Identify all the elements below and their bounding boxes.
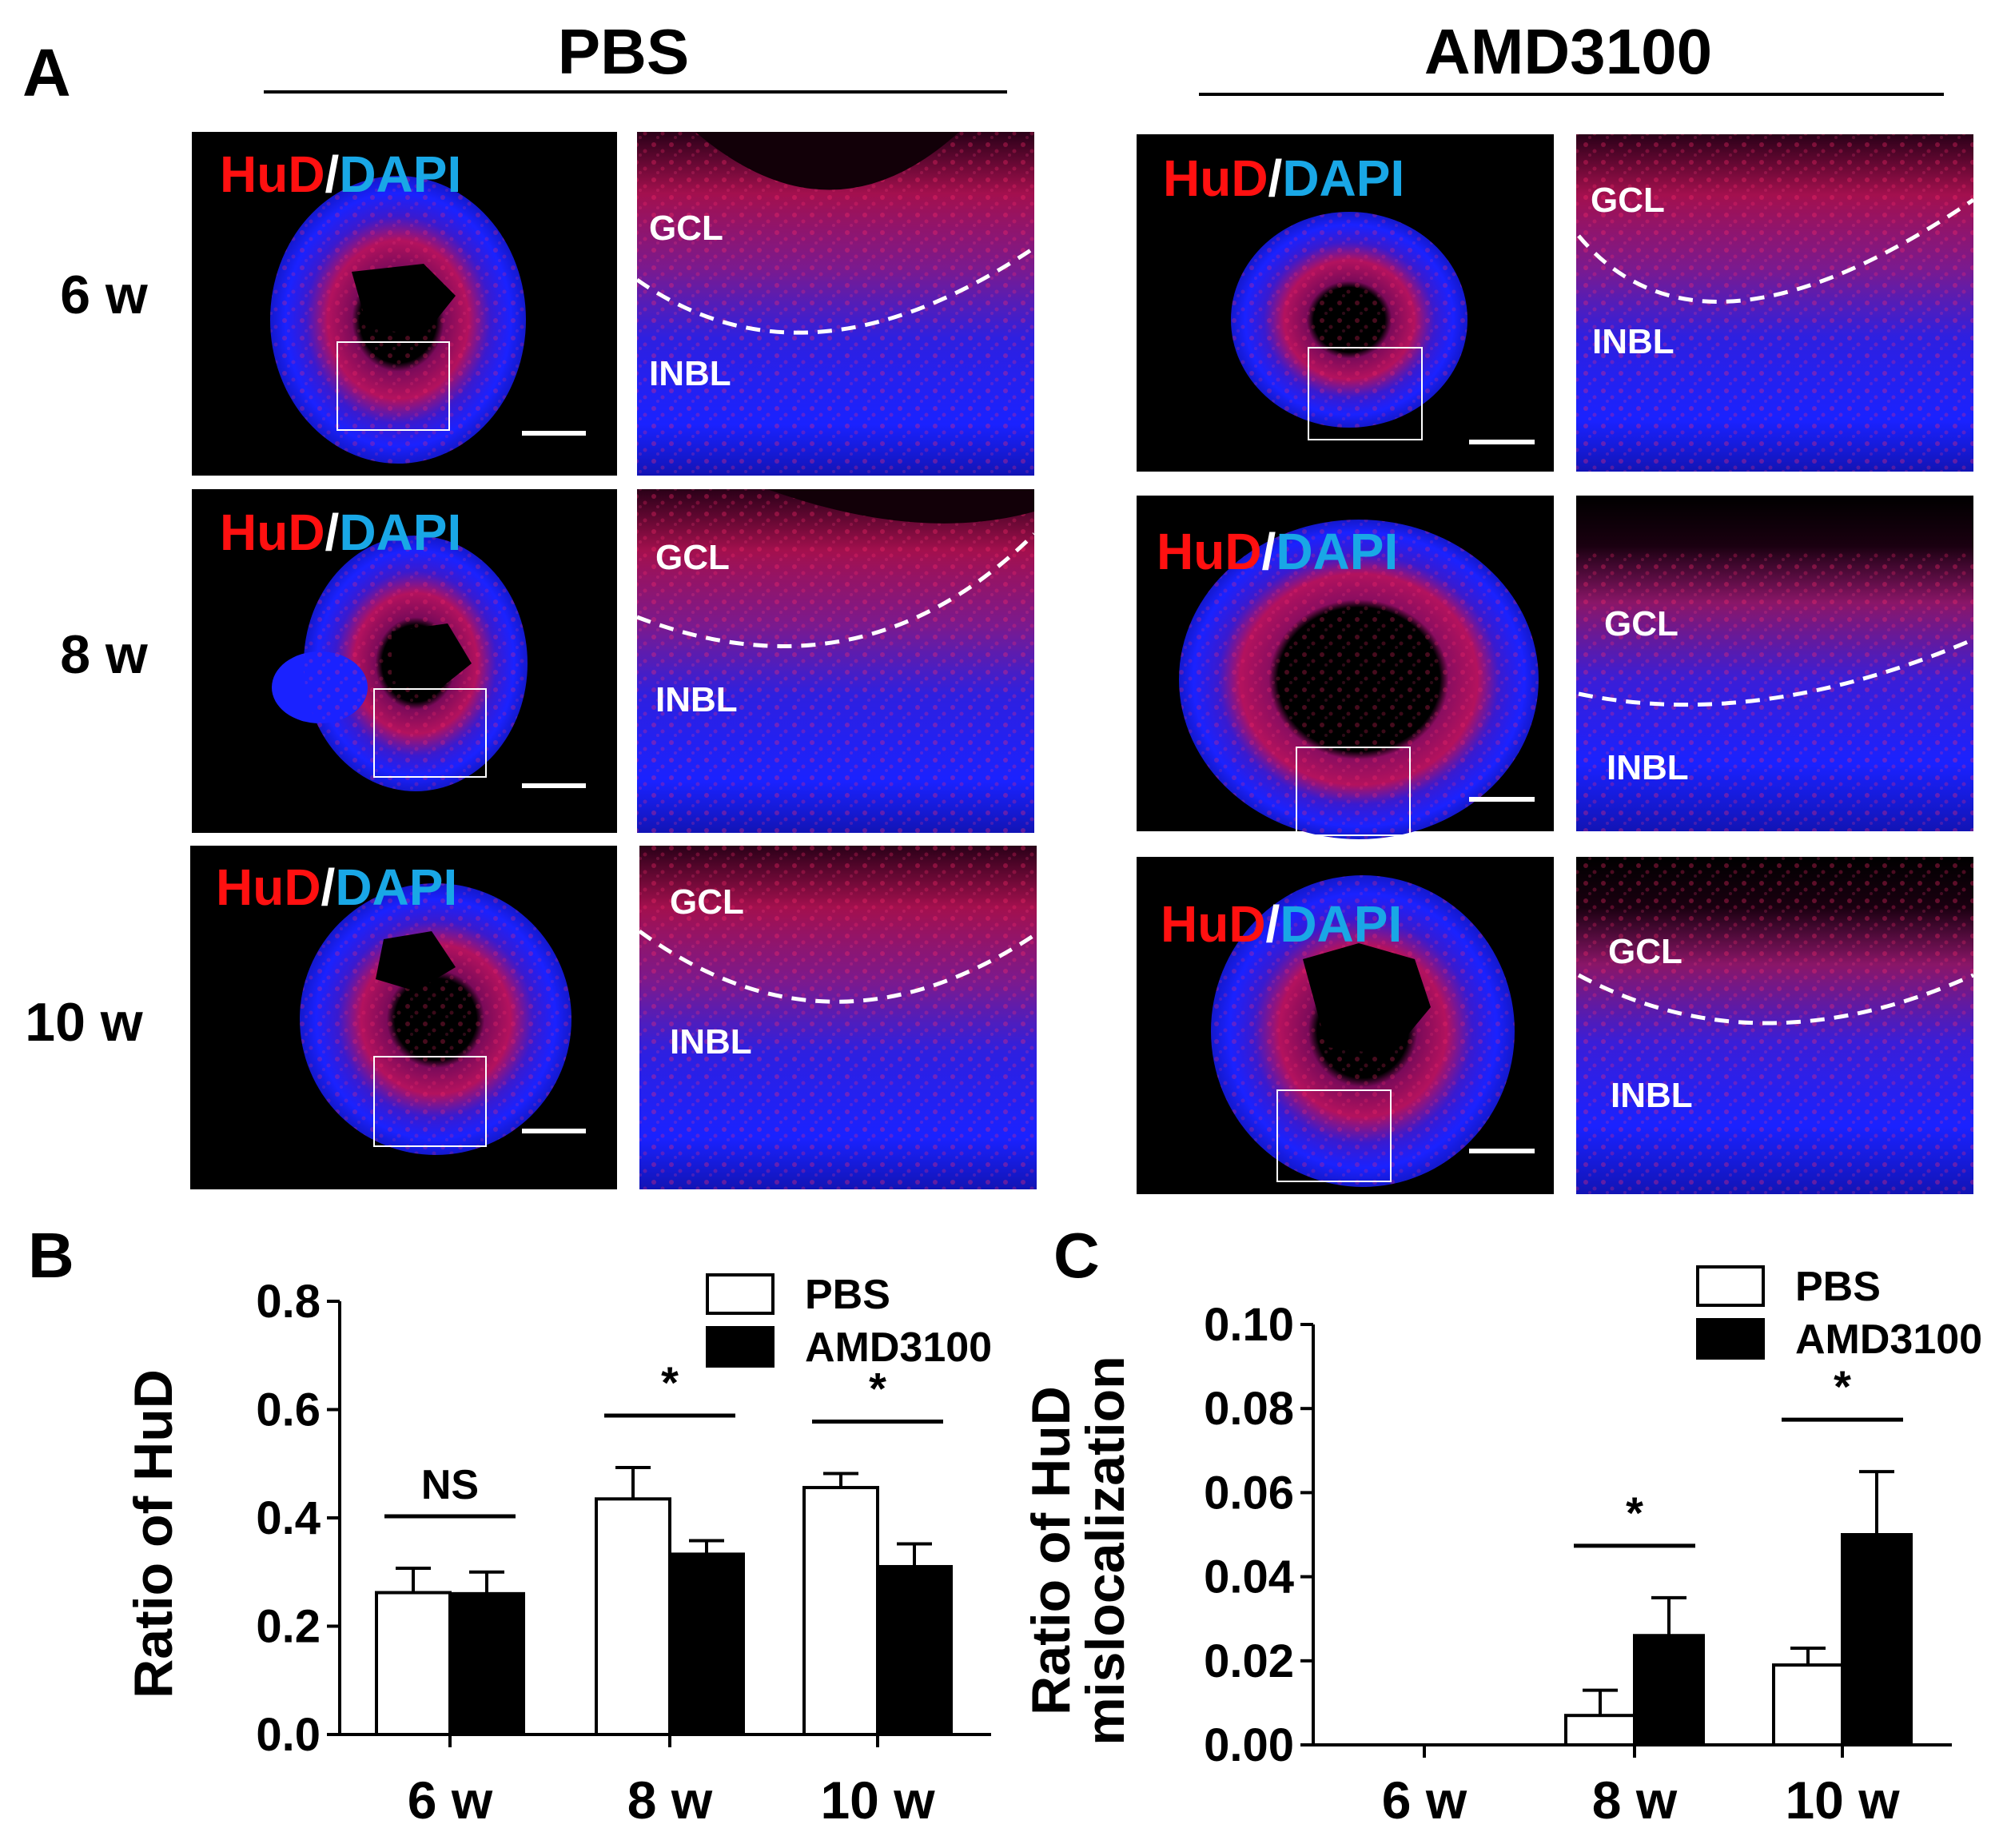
x-tick-label: 8 w: [627, 1770, 713, 1830]
micrograph-pbs-6w: HuD/DAPI: [192, 132, 617, 476]
legend-label: PBS: [805, 1272, 890, 1318]
bar-amd3100: [1633, 1634, 1705, 1746]
group-title-amd3100: AMD3100: [1424, 16, 1712, 87]
x-tick-label: 6 w: [408, 1770, 493, 1830]
bar-pbs: [802, 1486, 879, 1737]
svg-text:GCL: GCL: [655, 538, 730, 577]
svg-text:HuD/DAPI: HuD/DAPI: [220, 504, 461, 561]
panel-a-letter: A: [22, 35, 71, 110]
legend-swatch: [1696, 1265, 1765, 1307]
y-axis-label: mislocalization: [1075, 1356, 1136, 1745]
bar-amd3100: [1841, 1533, 1913, 1746]
y-tick-label: 0.06: [1204, 1467, 1294, 1519]
svg-text:HuD/DAPI: HuD/DAPI: [1161, 895, 1402, 953]
row-label-10w: 10 w: [25, 992, 144, 1053]
legend-swatch: [1696, 1318, 1765, 1360]
x-tick-label: 10 w: [820, 1770, 935, 1830]
legend-label: AMD3100: [1795, 1316, 1982, 1363]
significance-label: *: [661, 1357, 679, 1408]
y-tick-label: 0.08: [1204, 1383, 1294, 1435]
layer-label-inbl: INBL: [649, 354, 731, 393]
panel-b-letter: B: [28, 1220, 74, 1291]
legend-swatch: [706, 1273, 775, 1315]
bar-pbs: [595, 1497, 671, 1736]
y-tick-label: 0.02: [1204, 1635, 1294, 1687]
y-axis-label: Ratio of HuD: [1021, 1386, 1081, 1715]
bar-pbs: [375, 1591, 452, 1736]
zoom-pbs-8w: GCL INBL: [636, 489, 1036, 833]
svg-text:GCL: GCL: [1604, 604, 1678, 643]
bar-pbs: [1564, 1714, 1636, 1746]
zoom-amd3100-10w: GCL INBL: [1576, 857, 1975, 1194]
significance-label: NS: [421, 1462, 479, 1508]
stain-label-hud: HuD: [220, 145, 325, 203]
stain-label-dapi: DAPI: [339, 145, 461, 203]
y-tick-label: 0.10: [1204, 1299, 1294, 1351]
y-tick-label: 0.2: [256, 1601, 321, 1653]
bar-amd3100: [448, 1591, 525, 1736]
row-label-6w: 6 w: [60, 265, 149, 325]
micrograph-amd3100-8w: HuD/DAPI: [1137, 496, 1554, 839]
svg-text:GCL: GCL: [670, 882, 744, 922]
y-tick-label: 0.04: [1204, 1551, 1294, 1603]
svg-text:HuD/DAPI: HuD/DAPI: [1157, 523, 1398, 580]
bar-pbs: [1772, 1663, 1844, 1747]
svg-text:INBL: INBL: [670, 1022, 752, 1061]
row-label-8w: 8 w: [60, 624, 149, 685]
bar-amd3100: [668, 1552, 745, 1736]
layer-label-gcl: GCL: [649, 209, 723, 248]
y-axis-label: Ratio of HuD: [123, 1369, 184, 1699]
zoom-amd3100-6w: GCL INBL: [1576, 134, 1975, 472]
group-title-pbs: PBS: [558, 16, 690, 87]
legend-label: AMD3100: [805, 1324, 992, 1371]
chart-b: 0.0 0.2 0.4 0.6 0.8 6 w 8 w 10 w Ratio of HuD NS *…: [123, 1272, 992, 1830]
zoom-amd3100-8w: GCL INBL: [1576, 496, 1974, 831]
micrograph-amd3100-10w: HuD/DAPI: [1137, 857, 1554, 1194]
micrograph-pbs-10w: HuD/DAPI: [190, 846, 617, 1189]
svg-text:INBL: INBL: [1592, 322, 1675, 361]
y-tick-label: 0.00: [1204, 1719, 1294, 1771]
y-tick-label: 0.0: [256, 1709, 321, 1761]
panel-c-letter: C: [1053, 1220, 1100, 1291]
x-tick-label: 10 w: [1785, 1770, 1900, 1830]
zoom-pbs-6w: GCL INBL: [635, 132, 1036, 476]
significance-label: *: [869, 1363, 886, 1413]
svg-text:INBL: INBL: [1607, 748, 1689, 787]
legend-swatch: [706, 1326, 775, 1368]
zoom-pbs-10w: GCL INBL: [638, 846, 1038, 1189]
micrograph-pbs-8w: HuD/DAPI: [192, 489, 617, 833]
legend-label: PBS: [1795, 1264, 1881, 1310]
x-tick-label: 6 w: [1382, 1770, 1467, 1830]
svg-text:HuD/DAPI: HuD/DAPI: [1163, 149, 1404, 207]
svg-text:INBL: INBL: [655, 680, 738, 719]
svg-text:HuD/DAPI: HuD/DAPI: [220, 145, 461, 203]
significance-label: *: [1626, 1488, 1643, 1538]
x-tick-label: 8 w: [1592, 1770, 1678, 1830]
svg-text:GCL: GCL: [1591, 181, 1665, 220]
y-tick-label: 0.8: [256, 1276, 321, 1328]
svg-text:INBL: INBL: [1611, 1076, 1693, 1115]
svg-text:GCL: GCL: [1608, 932, 1682, 971]
y-tick-label: 0.4: [256, 1492, 321, 1544]
micrograph-amd3100-6w: HuD/DAPI: [1137, 134, 1554, 472]
y-tick-label: 0.6: [256, 1384, 321, 1436]
chart-c: 0.00 0.02 0.04 0.06 0.08 0.10 6 w 8 w 10 w Ratio …: [1021, 1264, 1982, 1830]
bar-amd3100: [876, 1564, 953, 1736]
significance-label: *: [1834, 1361, 1851, 1412]
svg-text:HuD/DAPI: HuD/DAPI: [216, 858, 457, 916]
